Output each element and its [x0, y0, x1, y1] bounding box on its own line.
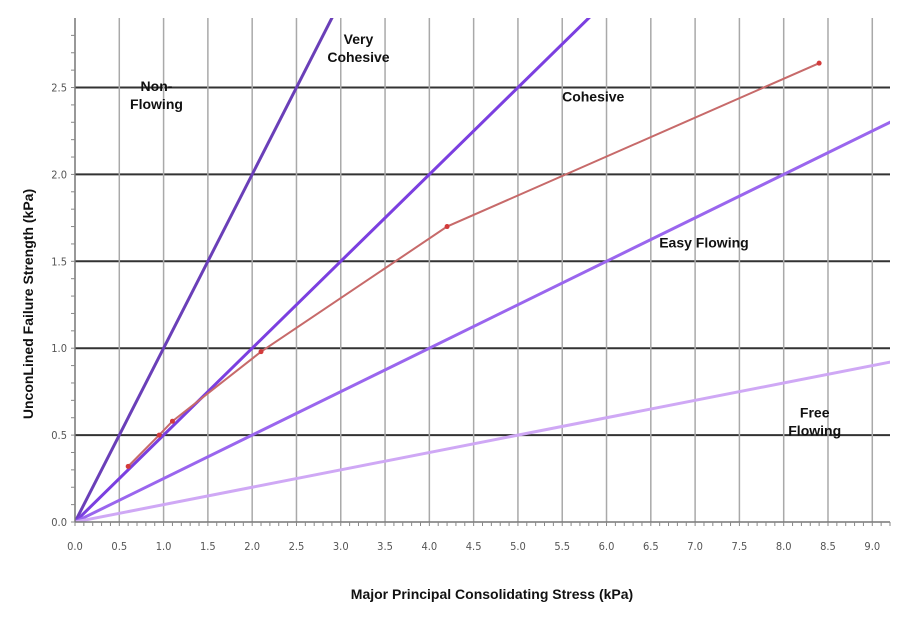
region-label-line: Cohesive	[327, 49, 389, 65]
x-tick-label: 5.0	[510, 540, 526, 553]
x-tick-label: 9.0	[864, 540, 880, 553]
region-label: Non- Flowing	[130, 78, 183, 112]
x-tick-label: 4.0	[421, 540, 437, 553]
x-tick-label: 6.5	[643, 540, 659, 553]
data-point	[156, 432, 162, 438]
data-point	[444, 224, 450, 230]
y-tick-labels: 0.0 0.5 1.0 1.5 2.0 2.5	[51, 82, 67, 529]
data-point	[258, 349, 264, 355]
y-tick-label: 2.5	[51, 82, 67, 95]
data-point	[169, 418, 175, 424]
region-labels: Non- Flowing Very Cohesive Cohesive Easy Flow…	[130, 31, 841, 439]
y-tick-label: 1.0	[51, 342, 67, 355]
region-label-line: Easy Flowing	[659, 234, 748, 250]
region-label-line: Cohesive	[562, 88, 624, 104]
flow-boundary-line	[75, 120, 890, 522]
flow-boundary-lines	[75, 18, 890, 522]
region-label-line: Flowing	[130, 96, 183, 112]
region-label: Cohesive	[562, 88, 624, 104]
x-tick-label: 5.5	[554, 540, 570, 553]
y-axis-title: UnconLined Failure Strength (kPa)	[20, 189, 36, 419]
x-tick-label: 0.5	[111, 540, 127, 553]
x-tick-label: 6.0	[599, 540, 615, 553]
region-label-line: Free	[800, 405, 830, 421]
x-tick-label: 1.5	[200, 540, 216, 553]
y-tick-label: 1.5	[51, 255, 67, 268]
y-tick-label: 0.5	[51, 429, 67, 442]
horizontal-gridlines	[75, 86, 890, 437]
data-point	[816, 60, 822, 66]
flow-boundary-line	[75, 18, 334, 522]
x-tick-label: 2.0	[244, 540, 260, 553]
region-label: Free Flowing	[788, 405, 841, 439]
x-tick-label: 3.5	[377, 540, 393, 553]
x-tick-labels: 0.0 0.5 1.0 1.5 2.0 2.5 3.0 3.5 4.0 4.5 5.0 5.5 6.0 6…	[67, 540, 880, 553]
axes	[71, 18, 891, 526]
vertical-gridlines	[118, 18, 874, 522]
flow-boundary-line	[75, 360, 890, 522]
region-label: Easy Flowing	[659, 234, 748, 250]
series-line	[127, 62, 820, 468]
flow-boundary-line	[75, 18, 591, 522]
x-tick-label: 0.0	[67, 540, 83, 553]
data-point	[125, 463, 131, 469]
x-tick-label: 8.0	[776, 540, 792, 553]
y-tick-label: 2.0	[51, 168, 67, 181]
x-tick-label: 3.0	[333, 540, 349, 553]
x-axis-title: Major Principal Consolidating Stress (kP…	[351, 586, 633, 602]
x-tick-label: 7.0	[687, 540, 703, 553]
x-tick-label: 4.5	[466, 540, 482, 553]
region-label: Very Cohesive	[327, 31, 389, 65]
x-tick-label: 8.5	[820, 540, 836, 553]
data-series	[125, 60, 822, 469]
y-tick-label: 0.0	[51, 516, 67, 529]
region-label-line: Flowing	[788, 423, 841, 439]
x-tick-label: 1.0	[156, 540, 172, 553]
region-label-line: Very	[344, 31, 374, 47]
region-label-line: Non-	[141, 78, 173, 94]
x-tick-label: 2.5	[289, 540, 305, 553]
x-tick-label: 7.5	[732, 540, 748, 553]
